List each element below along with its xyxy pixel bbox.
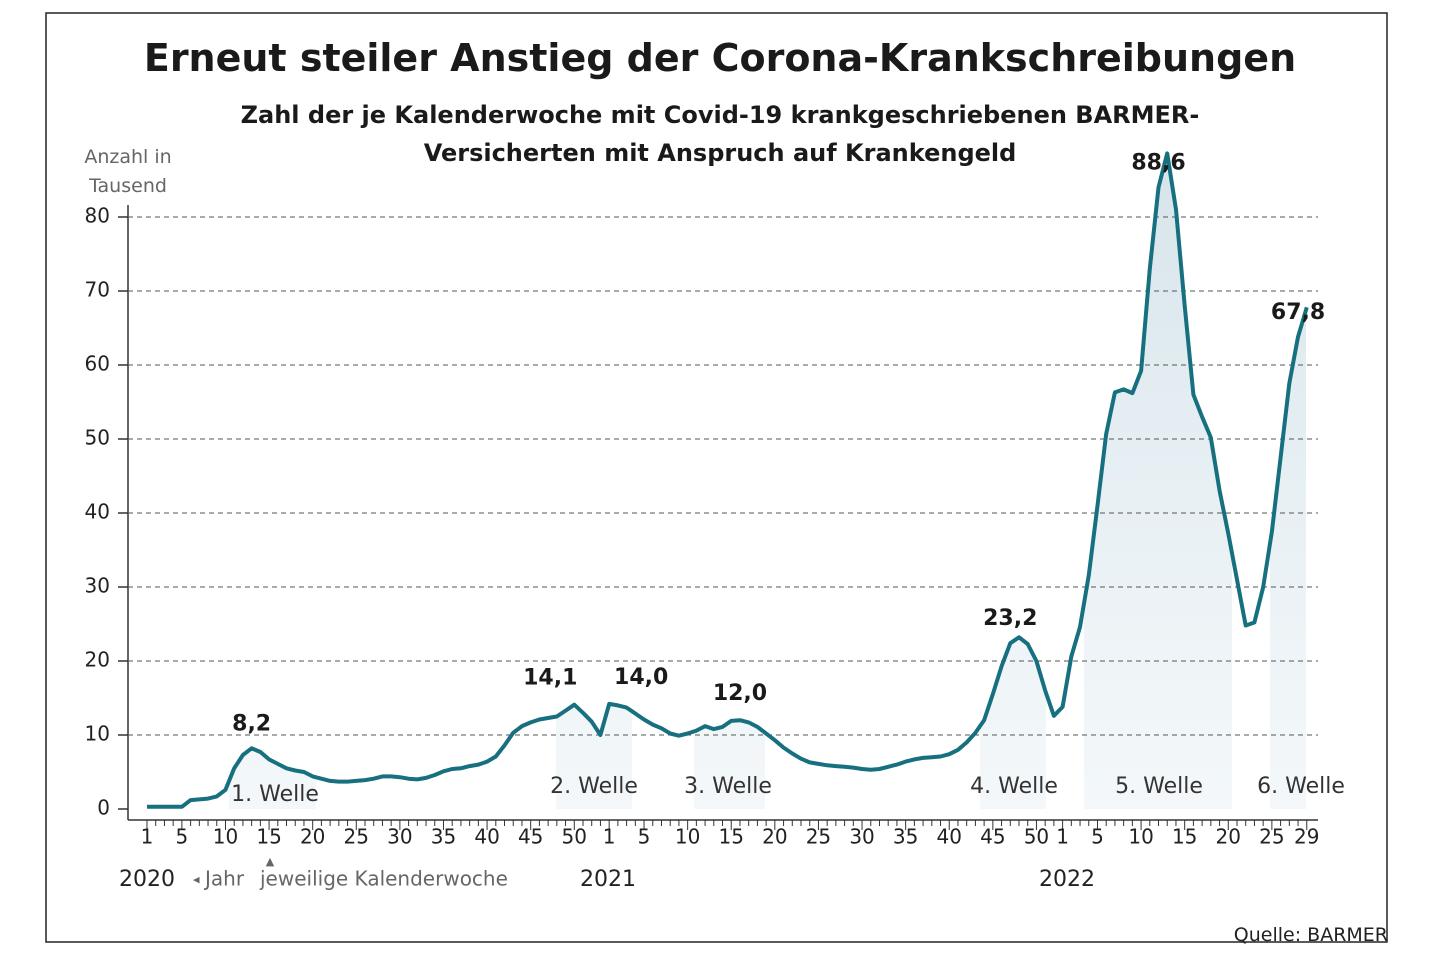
x-tick-label: 45 xyxy=(980,825,1005,849)
x-tick-label: 10 xyxy=(675,825,700,849)
x-tick-label: 50 xyxy=(562,825,587,849)
year-label: 2021 xyxy=(580,867,636,892)
y-tick-label: 70 xyxy=(85,278,110,302)
x-tick-label: 15 xyxy=(719,825,744,849)
x-tick-label: 40 xyxy=(474,825,499,849)
wave-band xyxy=(694,153,765,809)
x-tick-label: 10 xyxy=(213,825,238,849)
x-tick-label: 20 xyxy=(300,825,325,849)
x-tick-label: 15 xyxy=(256,825,281,849)
y-tick-label: 10 xyxy=(85,722,110,746)
x-tick-label: 20 xyxy=(1216,825,1241,849)
wave-label: 4. Welle xyxy=(970,774,1058,799)
arrow: ◂ xyxy=(193,873,200,888)
x-tick-label: 10 xyxy=(1128,825,1153,849)
y-tick-label: 80 xyxy=(85,204,110,228)
x-tick-label: 25 xyxy=(806,825,831,849)
chart-subtitle: Zahl der je Kalenderwoche mit Covid-19 k… xyxy=(240,101,1200,167)
x-tick-label: 20 xyxy=(762,825,787,849)
source: Quelle: BARMER xyxy=(1233,924,1388,946)
year-label: 2020 xyxy=(119,867,175,892)
wave-label: 3. Welle xyxy=(684,774,772,799)
value-label: 67,8 xyxy=(1271,300,1325,325)
year-note: Jahr xyxy=(203,867,245,891)
y-tick-label: 50 xyxy=(85,426,110,450)
x-tick-label: 1 xyxy=(141,825,154,849)
value-label: 14,0 xyxy=(614,665,668,690)
wave-label: 5. Welle xyxy=(1115,774,1203,799)
value-label: 12,0 xyxy=(713,681,767,706)
wave-band xyxy=(1270,153,1306,809)
wave-label: 1. Welle xyxy=(231,782,319,807)
x-tick-label: 30 xyxy=(387,825,412,849)
year-label: 2022 xyxy=(1039,867,1095,892)
wave-label: 6. Welle xyxy=(1257,774,1345,799)
y-tick-label: 60 xyxy=(85,352,110,376)
x-tick-label: 35 xyxy=(431,825,456,849)
value-label: 8,2 xyxy=(232,711,271,736)
frame xyxy=(45,12,1388,943)
chart-title: Erneut steiler Anstieg der Corona-Kranks… xyxy=(143,36,1297,80)
x-tick-label: 25 xyxy=(344,825,369,849)
x-tick-label: 45 xyxy=(518,825,543,849)
value-label: 88,6 xyxy=(1131,150,1185,175)
x-tick-label: 35 xyxy=(893,825,918,849)
wave-label: 2. Welle xyxy=(550,774,638,799)
wave-shading xyxy=(229,153,1306,809)
x-tick-label: 30 xyxy=(849,825,874,849)
x-tick-label: 40 xyxy=(937,825,962,849)
x-tick-label: 25 xyxy=(1259,825,1284,849)
y-axis-label: Anzahl in Tausend xyxy=(84,146,172,197)
value-label: 14,1 xyxy=(523,666,577,691)
x-tick-label: 50 xyxy=(1024,825,1049,849)
value-label: 23,2 xyxy=(983,606,1037,631)
y-tick-label: 30 xyxy=(85,574,110,598)
x-tick-label: 15 xyxy=(1172,825,1197,849)
week-note: jeweilige Kalenderwoche xyxy=(259,867,508,891)
x-tick-label: 1 xyxy=(1056,825,1069,849)
y-tick-label: 40 xyxy=(85,500,110,524)
x-tick-label: 5 xyxy=(176,825,189,849)
data-line xyxy=(147,151,1309,809)
y-tick-label: 0 xyxy=(97,796,110,820)
x-tick-label: 29 xyxy=(1294,825,1319,849)
x-tick-label: 1 xyxy=(603,825,616,849)
arrow: ▲ xyxy=(266,855,275,868)
wave-band xyxy=(1084,153,1232,809)
x-tick-label: 5 xyxy=(1091,825,1104,849)
wave-band xyxy=(229,153,316,809)
y-tick-label: 20 xyxy=(85,648,110,672)
x-tick-label: 5 xyxy=(638,825,651,849)
